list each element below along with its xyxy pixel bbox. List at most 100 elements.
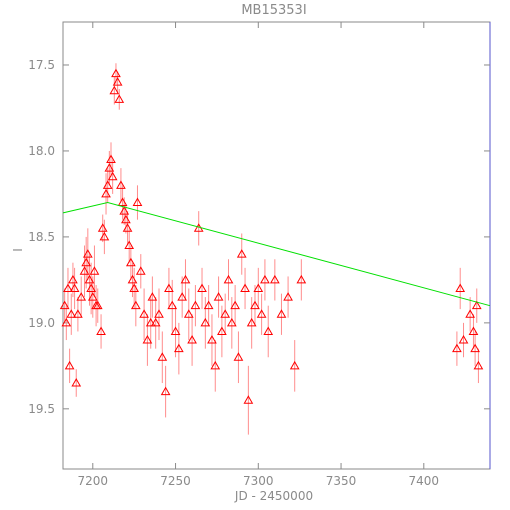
data-point-93	[471, 300, 482, 310]
data-point-12	[82, 249, 93, 258]
data-point-21	[99, 231, 110, 241]
data-point-11	[81, 257, 92, 267]
data-point-37	[125, 257, 136, 267]
data-point-0	[59, 300, 70, 310]
data-point-6	[69, 283, 80, 292]
data-point-73	[236, 249, 247, 258]
data-point-67	[217, 326, 227, 335]
x-tick-label-0: 7200	[78, 474, 109, 488]
data-point-24	[104, 163, 115, 172]
data-point-35	[122, 223, 133, 232]
data-point-72	[233, 352, 244, 361]
data-point-53	[170, 326, 181, 335]
data-point-43	[139, 309, 149, 318]
data-point-4	[66, 309, 77, 318]
data-point-71	[230, 300, 240, 310]
data-point-7	[71, 378, 82, 387]
data-point-79	[256, 309, 267, 318]
data-point-69	[223, 274, 234, 284]
data-point-88	[455, 283, 466, 292]
data-point-27	[109, 85, 120, 95]
data-point-3	[64, 360, 75, 370]
data-point-39	[129, 283, 140, 292]
data-point-62	[200, 317, 211, 327]
model-line	[62, 202, 491, 307]
data-point-8	[73, 309, 83, 318]
data-point-19	[96, 326, 106, 335]
data-point-30	[114, 94, 125, 103]
data-point-16	[89, 266, 100, 275]
data-point-29	[112, 77, 123, 86]
data-point-14	[86, 283, 96, 292]
x-tick-label-4: 7400	[409, 474, 440, 488]
data-point-66	[213, 292, 224, 301]
data-point-40	[130, 300, 141, 310]
data-point-33	[119, 206, 130, 215]
y-tick-label-3: 19.0	[28, 316, 55, 330]
x-tick-label-1: 7250	[160, 474, 191, 488]
data-point-54	[173, 343, 184, 353]
data-point-63	[203, 300, 214, 310]
data-point-34	[121, 214, 131, 224]
data-point-42	[135, 266, 146, 275]
data-point-25	[106, 154, 116, 164]
data-point-58	[187, 335, 197, 344]
data-point-80	[260, 274, 270, 284]
data-point-32	[117, 197, 128, 207]
data-point-84	[283, 292, 293, 301]
data-point-52	[167, 300, 178, 310]
data-point-41	[132, 197, 143, 207]
data-point-23	[102, 180, 113, 189]
data-point-18	[92, 300, 103, 310]
data-points	[59, 68, 484, 404]
data-point-75	[243, 395, 254, 404]
data-point-1	[61, 317, 72, 327]
data-point-36	[124, 240, 135, 249]
data-point-89	[458, 335, 469, 344]
data-point-65	[210, 360, 221, 370]
y-axis-ticks: 17.5 18.0 18.5 19.0 19.5	[28, 58, 490, 416]
x-tick-label-3: 7350	[326, 474, 357, 488]
x-axis-label: JD - 2450000	[234, 489, 313, 503]
data-point-38	[127, 274, 138, 284]
data-point-56	[180, 274, 191, 284]
data-point-31	[116, 180, 126, 189]
data-point-50	[160, 386, 171, 396]
y-tick-label-0: 17.5	[28, 58, 55, 72]
data-point-15	[87, 292, 98, 301]
data-point-51	[164, 283, 174, 292]
data-point-70	[226, 317, 237, 327]
data-point-68	[220, 309, 231, 318]
data-point-2	[63, 283, 73, 292]
x-axis-ticks: 7200 7250 7300 7350 7400	[78, 22, 440, 488]
y-tick-label-1: 18.0	[28, 144, 55, 158]
data-point-87	[452, 343, 462, 353]
data-point-13	[84, 274, 95, 284]
data-point-48	[154, 309, 164, 318]
model-curve	[62, 202, 491, 307]
data-point-85	[289, 360, 300, 370]
data-point-44	[142, 335, 153, 344]
data-point-26	[107, 171, 118, 181]
data-point-76	[246, 317, 257, 327]
data-point-9	[76, 292, 87, 301]
data-point-59	[190, 300, 201, 310]
data-point-57	[183, 309, 194, 318]
data-point-61	[197, 283, 207, 292]
data-point-64	[207, 335, 217, 344]
data-point-91	[468, 326, 479, 335]
data-point-92	[470, 343, 480, 353]
data-point-77	[250, 300, 260, 310]
data-point-81	[263, 326, 274, 335]
data-point-28	[111, 68, 121, 78]
data-point-55	[177, 292, 188, 301]
data-point-86	[296, 274, 307, 284]
data-point-49	[157, 352, 168, 361]
x-tick-label-2: 7300	[243, 474, 274, 488]
data-point-20	[97, 223, 108, 232]
data-point-90	[465, 309, 476, 318]
data-point-82	[269, 274, 280, 284]
data-point-78	[253, 283, 264, 292]
y-tick-label-2: 18.5	[28, 230, 55, 244]
y-axis-label: I	[11, 248, 25, 252]
